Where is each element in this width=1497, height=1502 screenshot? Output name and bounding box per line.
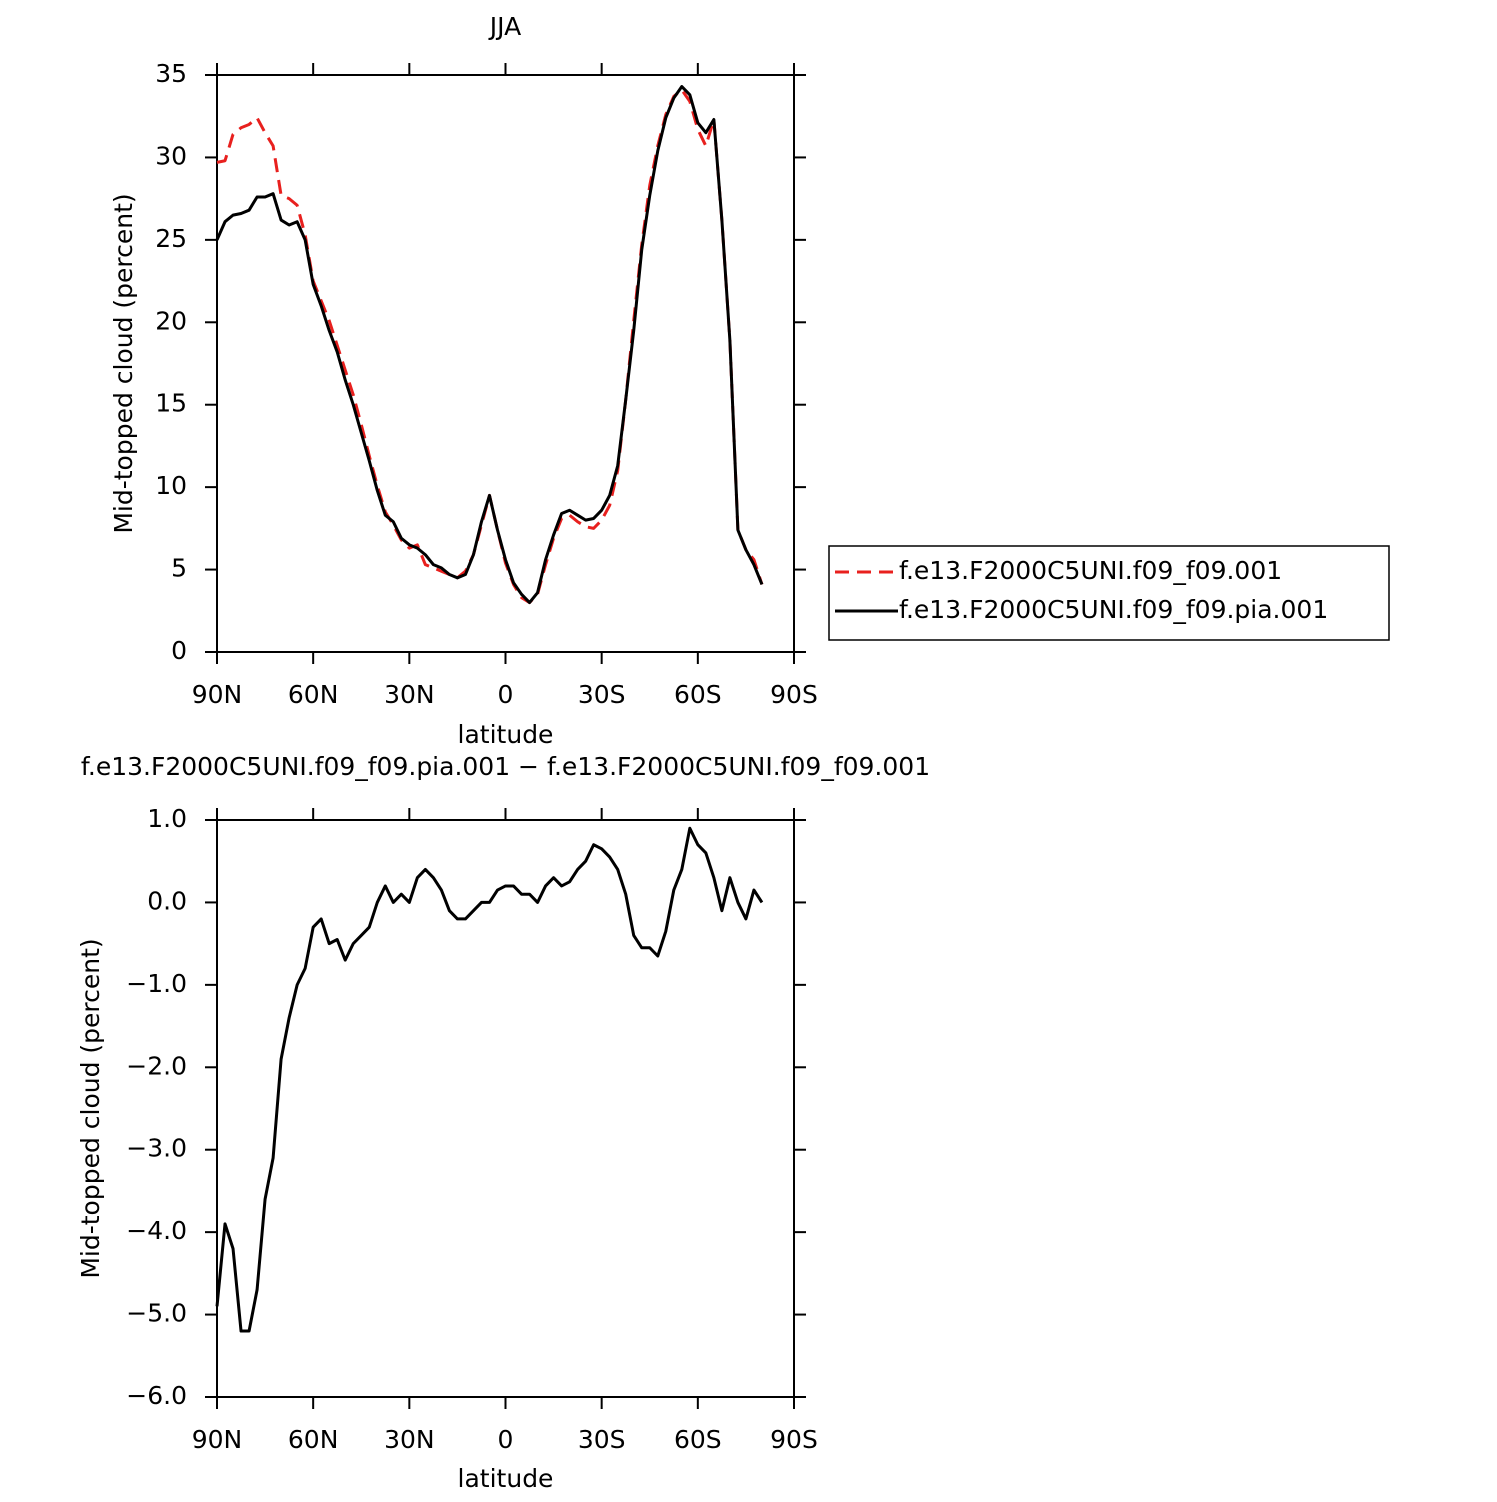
x-tick-label: 60N	[288, 1425, 339, 1454]
y-tick-label: −2.0	[126, 1051, 187, 1080]
data-line	[215, 826, 764, 1333]
data-line	[215, 85, 764, 605]
legend-box	[828, 545, 1390, 641]
y-tick-label: −1.0	[126, 969, 187, 998]
x-axis-label: latitude	[458, 720, 554, 749]
plot-frame	[216, 74, 795, 653]
x-tick-label: 60N	[288, 680, 339, 709]
y-tick-label: 25	[155, 224, 187, 253]
legend-label: f.e13.F2000C5UNI.f09_f09.pia.001	[899, 595, 1328, 624]
y-tick-label: 0.0	[147, 886, 187, 915]
x-tick-label: 90S	[770, 1425, 818, 1454]
x-tick-label: 30S	[578, 1425, 626, 1454]
x-tick-label: 0	[498, 680, 514, 709]
x-tick-label: 60S	[674, 680, 722, 709]
y-tick-label: −3.0	[126, 1134, 187, 1163]
y-tick-label: 15	[155, 389, 187, 418]
y-axis-label: Mid-topped cloud (percent)	[76, 938, 105, 1278]
legend-label: f.e13.F2000C5UNI.f09_f09.001	[899, 556, 1282, 585]
y-tick-label: 5	[171, 554, 187, 583]
x-tick-label: 30N	[384, 1425, 435, 1454]
x-tick-label: 90N	[192, 1425, 243, 1454]
x-tick-label: 30N	[384, 680, 435, 709]
chart-title: f.e13.F2000C5UNI.f09_f09.pia.001 − f.e13…	[81, 752, 930, 781]
plot-frame	[216, 819, 795, 1398]
y-tick-label: −5.0	[126, 1299, 187, 1328]
x-tick-label: 60S	[674, 1425, 722, 1454]
chart-title: JJA	[488, 12, 521, 41]
y-tick-label: −6.0	[126, 1381, 187, 1410]
x-tick-label: 90S	[770, 680, 818, 709]
x-tick-label: 90N	[192, 680, 243, 709]
data-line	[216, 88, 764, 605]
y-tick-label: 10	[155, 471, 187, 500]
y-tick-label: 30	[155, 141, 187, 170]
y-tick-label: −4.0	[126, 1216, 187, 1245]
y-axis-label: Mid-topped cloud (percent)	[109, 193, 138, 533]
x-tick-label: 30S	[578, 680, 626, 709]
y-tick-label: 35	[155, 59, 187, 88]
y-tick-label: 0	[171, 636, 187, 665]
x-tick-label: 0	[498, 1425, 514, 1454]
y-tick-label: 1.0	[147, 804, 187, 833]
x-axis-label: latitude	[458, 1464, 554, 1493]
y-tick-label: 20	[155, 306, 187, 335]
